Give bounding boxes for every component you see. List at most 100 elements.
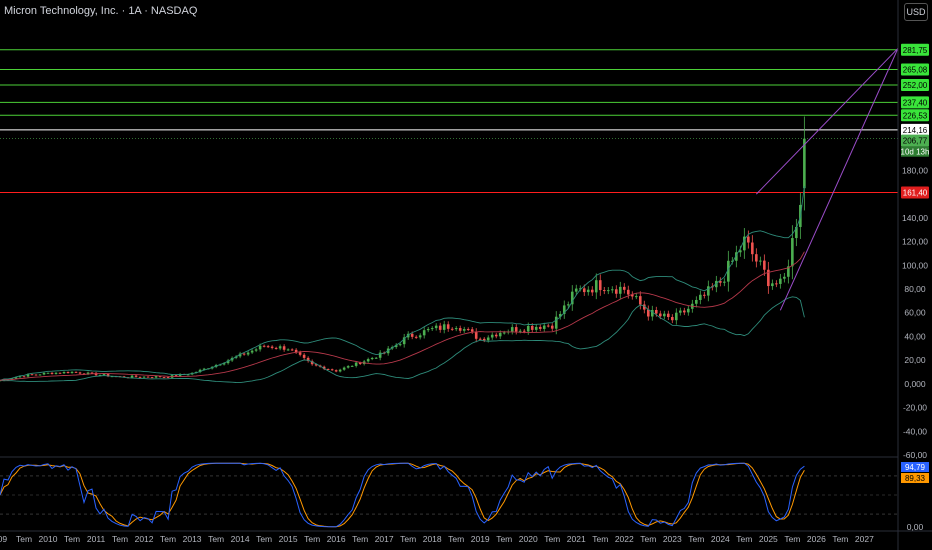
candle: [630, 294, 634, 297]
candle: [466, 329, 470, 331]
candle: [606, 290, 610, 292]
candle: [102, 374, 106, 376]
candle: [622, 286, 626, 290]
candle: [570, 291, 574, 305]
candle: [795, 226, 798, 239]
candle: [614, 289, 618, 294]
upper-band: [0, 185, 805, 381]
price-badge-bg: [901, 63, 929, 76]
candle: [638, 296, 642, 305]
x-tick-label: Tem: [112, 534, 128, 544]
x-tick-label: 2023: [663, 534, 682, 544]
candle: [278, 346, 282, 349]
candle: [310, 361, 314, 365]
candle: [530, 325, 534, 330]
candle: [394, 344, 398, 348]
candle: [486, 337, 490, 341]
candle: [422, 330, 426, 336]
candle: [374, 357, 378, 359]
y-tick-label: 120,00: [902, 237, 928, 247]
price-badge: 226,53: [901, 109, 929, 122]
candle: [803, 138, 806, 189]
candle: [759, 260, 762, 262]
x-tick-label: 2025: [759, 534, 778, 544]
x-tick-label: 2016: [327, 534, 346, 544]
candle: [739, 250, 742, 253]
x-tick-label: 2021: [567, 534, 586, 544]
y-tick-label: -60,00: [903, 450, 927, 460]
price-badge-bg: [901, 96, 929, 109]
candle: [38, 374, 42, 376]
candle: [538, 326, 542, 329]
candle: [154, 376, 158, 378]
candle: [743, 236, 746, 251]
stochastic-pane: [0, 462, 898, 528]
candle: [719, 280, 722, 283]
candle: [723, 281, 726, 283]
candle: [98, 374, 102, 376]
candle: [202, 368, 206, 370]
candle: [370, 357, 374, 360]
lower-band: [0, 296, 805, 384]
candle: [699, 294, 702, 300]
candle: [494, 334, 498, 337]
x-tick-label: Tem: [400, 534, 416, 544]
price-badge-label: 265,08: [903, 66, 928, 75]
candle: [174, 375, 178, 377]
candle: [290, 349, 294, 351]
candle: [478, 338, 482, 340]
candle: [751, 242, 754, 255]
candle: [266, 346, 270, 348]
candle: [70, 371, 74, 374]
candle: [703, 294, 706, 296]
candle: [402, 337, 406, 345]
stoch-k-line: [0, 462, 805, 528]
candle: [338, 369, 342, 372]
candle: [566, 304, 570, 306]
candle: [598, 280, 602, 291]
candle: [775, 283, 778, 285]
price-badge-label: 237,40: [903, 98, 928, 107]
candle: [446, 324, 450, 329]
candle: [534, 326, 538, 330]
candle: [442, 324, 446, 330]
candle: [502, 332, 506, 334]
candle: [378, 352, 382, 358]
candle: [594, 280, 598, 293]
x-tick-label: Tem: [352, 534, 368, 544]
candle: [498, 332, 502, 337]
price-badge-bg: [901, 43, 929, 56]
candle: [470, 329, 474, 332]
candle: [542, 325, 546, 329]
candle: [302, 354, 306, 358]
currency-button[interactable]: USD: [904, 3, 928, 21]
y-tick-label: 140,00: [902, 213, 928, 223]
x-tick-label: Tem: [16, 534, 32, 544]
candle: [626, 289, 630, 295]
candle: [282, 346, 286, 350]
candle: [66, 371, 70, 374]
x-tick-label: Tem: [784, 534, 800, 544]
candle: [763, 260, 766, 270]
trendline: [779, 48, 899, 311]
stoch-tick-label: 0,00: [907, 522, 924, 532]
candle: [306, 357, 310, 362]
candle: [670, 317, 674, 321]
y-tick-label: 100,00: [902, 260, 928, 270]
x-tick-label: Tem: [160, 534, 176, 544]
x-tick-label: 2015: [279, 534, 298, 544]
candle: [58, 372, 62, 374]
x-tick-label: Tem: [592, 534, 608, 544]
x-tick-label: 2014: [231, 534, 250, 544]
y-tick-label: 60,00: [904, 308, 926, 318]
candle: [602, 290, 606, 292]
candle: [490, 334, 494, 338]
candle: [526, 325, 530, 332]
candle: [687, 308, 690, 313]
candle: [771, 283, 774, 287]
candle: [679, 310, 682, 313]
candle: [695, 299, 698, 304]
candle: [510, 327, 514, 332]
candle: [787, 266, 790, 277]
